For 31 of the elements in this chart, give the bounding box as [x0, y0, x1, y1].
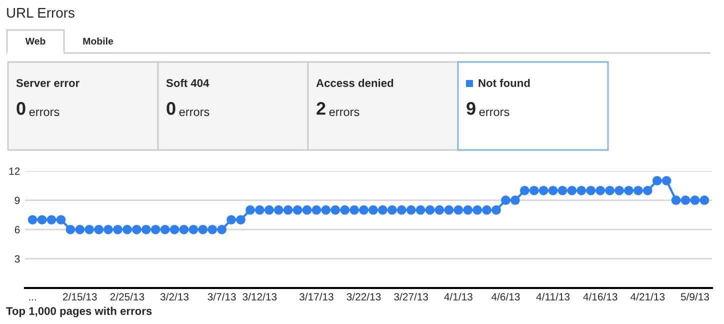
x-tick-label: 3/27/13: [394, 292, 428, 301]
x-tick-label: 4/16/13: [583, 292, 618, 301]
text: Web: [25, 37, 46, 45]
x-tick-label: 4/11/13: [536, 292, 570, 301]
text: Soft 404: [166, 78, 210, 87]
text: Not found: [478, 78, 530, 87]
x-tick-label: 4/1/13: [444, 292, 472, 301]
y-tick-label: 3: [14, 255, 20, 263]
text: Access denied: [316, 78, 394, 87]
x-tick-label: 3/17/13: [299, 292, 334, 301]
y-tick-label: 9: [14, 196, 20, 204]
x-tick-label: 5/9/13: [680, 292, 709, 301]
text: 2 errors: [316, 102, 360, 116]
text: URL Errors: [7, 8, 74, 18]
x-tick-label: 3/12/13: [242, 292, 277, 301]
text: Mobile: [83, 37, 114, 45]
x-tick-label: 4/21/13: [630, 292, 665, 301]
y-tick-label: 12: [9, 168, 20, 175]
y-tick-label: 6: [14, 226, 20, 234]
x-tick-label: 3/7/13: [208, 292, 236, 301]
text: 0 errors: [166, 102, 210, 116]
x-tick-label: 4/6/13: [491, 292, 520, 301]
x-tick-label: ...: [29, 299, 36, 300]
x-tick-label: 2/15/13: [63, 292, 97, 301]
text: Server error: [16, 79, 80, 87]
text: Top 1,000 pages with errors: [6, 306, 152, 318]
x-tick-label: 2/25/13: [110, 292, 144, 301]
x-tick-label: 3/22/13: [346, 292, 381, 301]
text: 0 errors: [16, 102, 60, 116]
x-tick-label: 3/2/13: [160, 292, 189, 301]
text: 9 errors: [466, 102, 510, 116]
